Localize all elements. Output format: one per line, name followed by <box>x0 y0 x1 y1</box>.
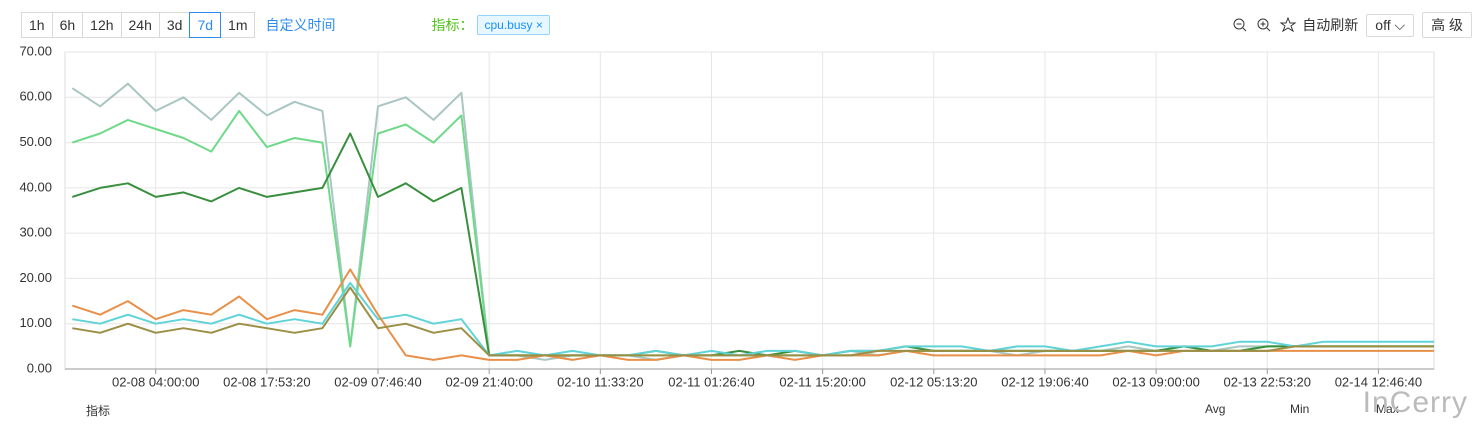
x-tick-label: 02-12 19:06:40 <box>1001 374 1088 389</box>
metric-tag[interactable]: cpu.busy × <box>477 15 550 35</box>
refresh-select[interactable]: off ⌵ <box>1366 13 1415 37</box>
series-line <box>71 268 1434 361</box>
range-button[interactable]: 7d <box>189 12 222 38</box>
y-tick-label: 50.00 <box>19 134 52 149</box>
x-tick-label: 02-13 22:53:20 <box>1224 374 1311 389</box>
x-tick-label: 02-08 04:00:00 <box>112 374 199 389</box>
toolbar: 1h 6h 12h 24h 3d 7d 1m 自定义时间 指标： cpu.bus… <box>21 12 1472 38</box>
series-line <box>72 282 1434 357</box>
zoom-icons[interactable] <box>1232 17 1302 33</box>
auto-refresh-label: 自动刷新 <box>1302 17 1359 33</box>
x-tick-label: 02-08 17:53:20 <box>223 374 310 389</box>
table-header: 指标 <box>86 404 111 418</box>
x-tick-label: 02-14 12:46:40 <box>1335 374 1422 389</box>
x-tick-label: 02-09 07:46:40 <box>334 374 421 389</box>
x-tick-label: 02-09 21:40:00 <box>445 374 532 389</box>
y-tick-label: 60.00 <box>19 89 52 104</box>
x-tick-label: 02-10 11:33:20 <box>557 374 644 389</box>
x-tick-label: 02-11 01:26:40 <box>668 374 755 389</box>
plot-frame <box>64 51 1435 370</box>
custom-time[interactable]: 自定义时间 <box>265 17 336 33</box>
metric-tag-text: cpu.busy <box>484 18 533 32</box>
table-header[interactable]: Min <box>1290 402 1310 416</box>
refresh-value: off <box>1375 16 1391 33</box>
y-tick-label: 0.00 <box>27 360 52 375</box>
metric-label: 指标： <box>431 17 474 33</box>
y-tick-label: 30.00 <box>19 225 52 240</box>
y-tick-label: 70.00 <box>19 43 52 58</box>
table-header[interactable]: Max <box>1376 402 1399 416</box>
series-line <box>71 82 1434 361</box>
toolbar-right: 自动刷新 off ⌵ 高 级 <box>1232 12 1472 38</box>
table-header[interactable]: Avg <box>1205 402 1226 416</box>
x-tick-label: 02-13 09:00:00 <box>1112 374 1199 389</box>
watermark: InCerry <box>1362 386 1468 419</box>
chart: 0.00 10.00 20.00 30.00 40.00 50.00 60.00 70.00 0… <box>19 43 1435 389</box>
x-tick-label: 02-12 05:13:20 <box>890 374 977 389</box>
x-tick-label: 02-11 15:20:00 <box>779 374 866 389</box>
series-line <box>72 286 1434 357</box>
y-tick-label: 10.00 <box>19 315 52 330</box>
y-tick-label: 20.00 <box>19 270 52 285</box>
y-tick-label: 40.00 <box>19 179 52 194</box>
